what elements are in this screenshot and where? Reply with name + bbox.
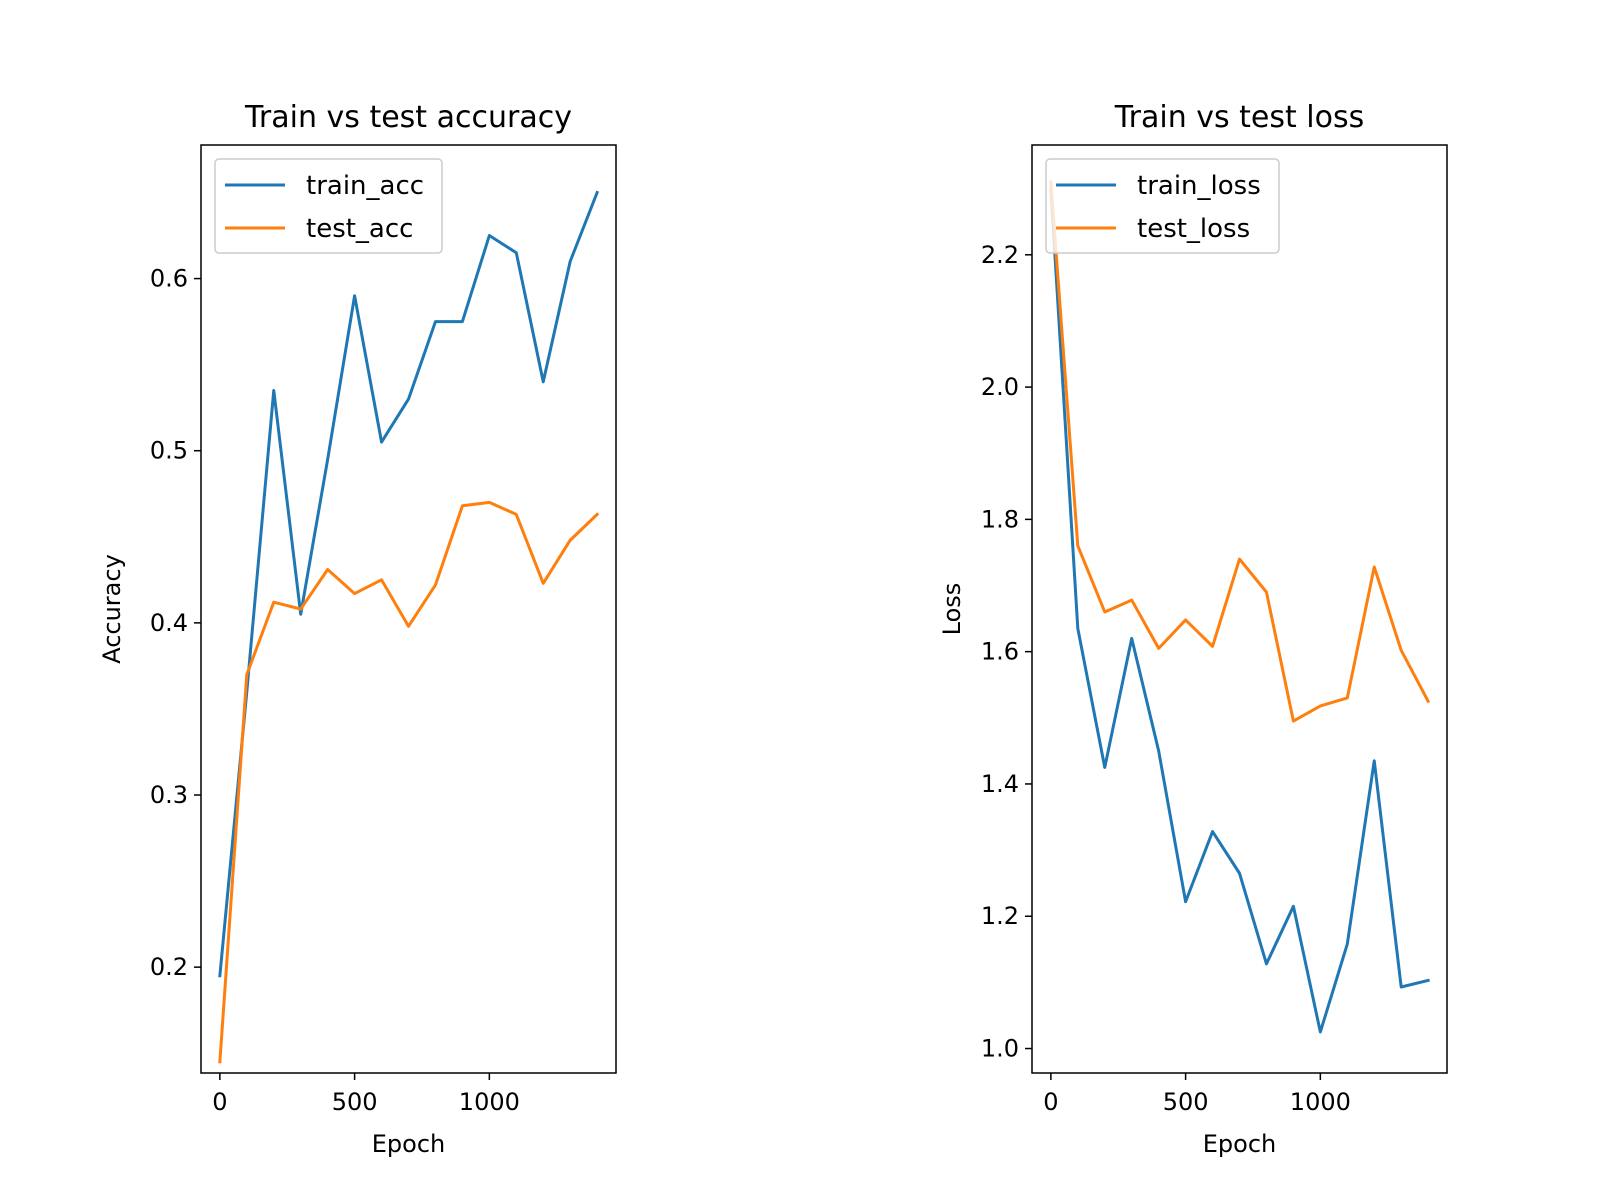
x-axis-label: Epoch xyxy=(1203,1130,1277,1158)
series-line-train_acc xyxy=(218,190,600,978)
y-tick-label: 1.6 xyxy=(981,638,1019,666)
series-line-train_loss xyxy=(1049,187,1430,1034)
chart-title: Train vs test loss xyxy=(1114,100,1365,135)
x-tick-label: 500 xyxy=(332,1088,378,1116)
y-tick-label: 1.2 xyxy=(981,902,1019,930)
chart-title: Train vs test accuracy xyxy=(244,100,572,135)
y-tick-label: 0.6 xyxy=(150,265,188,293)
legend-label-train_loss: train_loss xyxy=(1137,171,1261,201)
y-tick-label: 1.8 xyxy=(981,505,1019,533)
chart-panel-2: 0 500 1000 1.0 1.2 1.4 1.6 1.8 2.0 2.2 Train vs te… xyxy=(938,100,1448,1158)
legend-label-test_acc: test_acc xyxy=(306,214,413,244)
x-tick-label: 500 xyxy=(1163,1088,1209,1116)
y-tick-label: 2.0 xyxy=(981,373,1019,401)
legend-label-train_acc: train_acc xyxy=(306,171,424,201)
legend-label-test_loss: test_loss xyxy=(1137,214,1250,244)
y-tick-label: 0.3 xyxy=(150,781,188,809)
x-axis-label: Epoch xyxy=(372,1130,446,1158)
y-tick-label: 0.2 xyxy=(150,953,188,981)
axes-frame xyxy=(1031,144,1448,1074)
y-axis-label: Accuracy xyxy=(98,554,126,664)
x-tick-label: 1000 xyxy=(1290,1088,1351,1116)
series-line-test_acc xyxy=(218,500,600,1064)
y-tick-label: 0.5 xyxy=(150,437,188,465)
y-tick-label: 1.4 xyxy=(981,770,1019,798)
x-tick-label: 1000 xyxy=(459,1088,520,1116)
y-axis-label: Loss xyxy=(938,583,966,636)
x-tick-label: 0 xyxy=(212,1088,227,1116)
y-tick-label: 2.2 xyxy=(981,241,1019,269)
y-tick-label: 1.0 xyxy=(981,1035,1019,1063)
chart-panel-1: 0 500 1000 0.2 0.3 0.4 0.5 0.6 Train vs test acc… xyxy=(98,100,617,1158)
axes-frame xyxy=(200,144,617,1074)
x-tick-label: 0 xyxy=(1043,1088,1058,1116)
y-tick-label: 0.4 xyxy=(150,609,188,637)
series-line-test_loss xyxy=(1049,180,1431,723)
